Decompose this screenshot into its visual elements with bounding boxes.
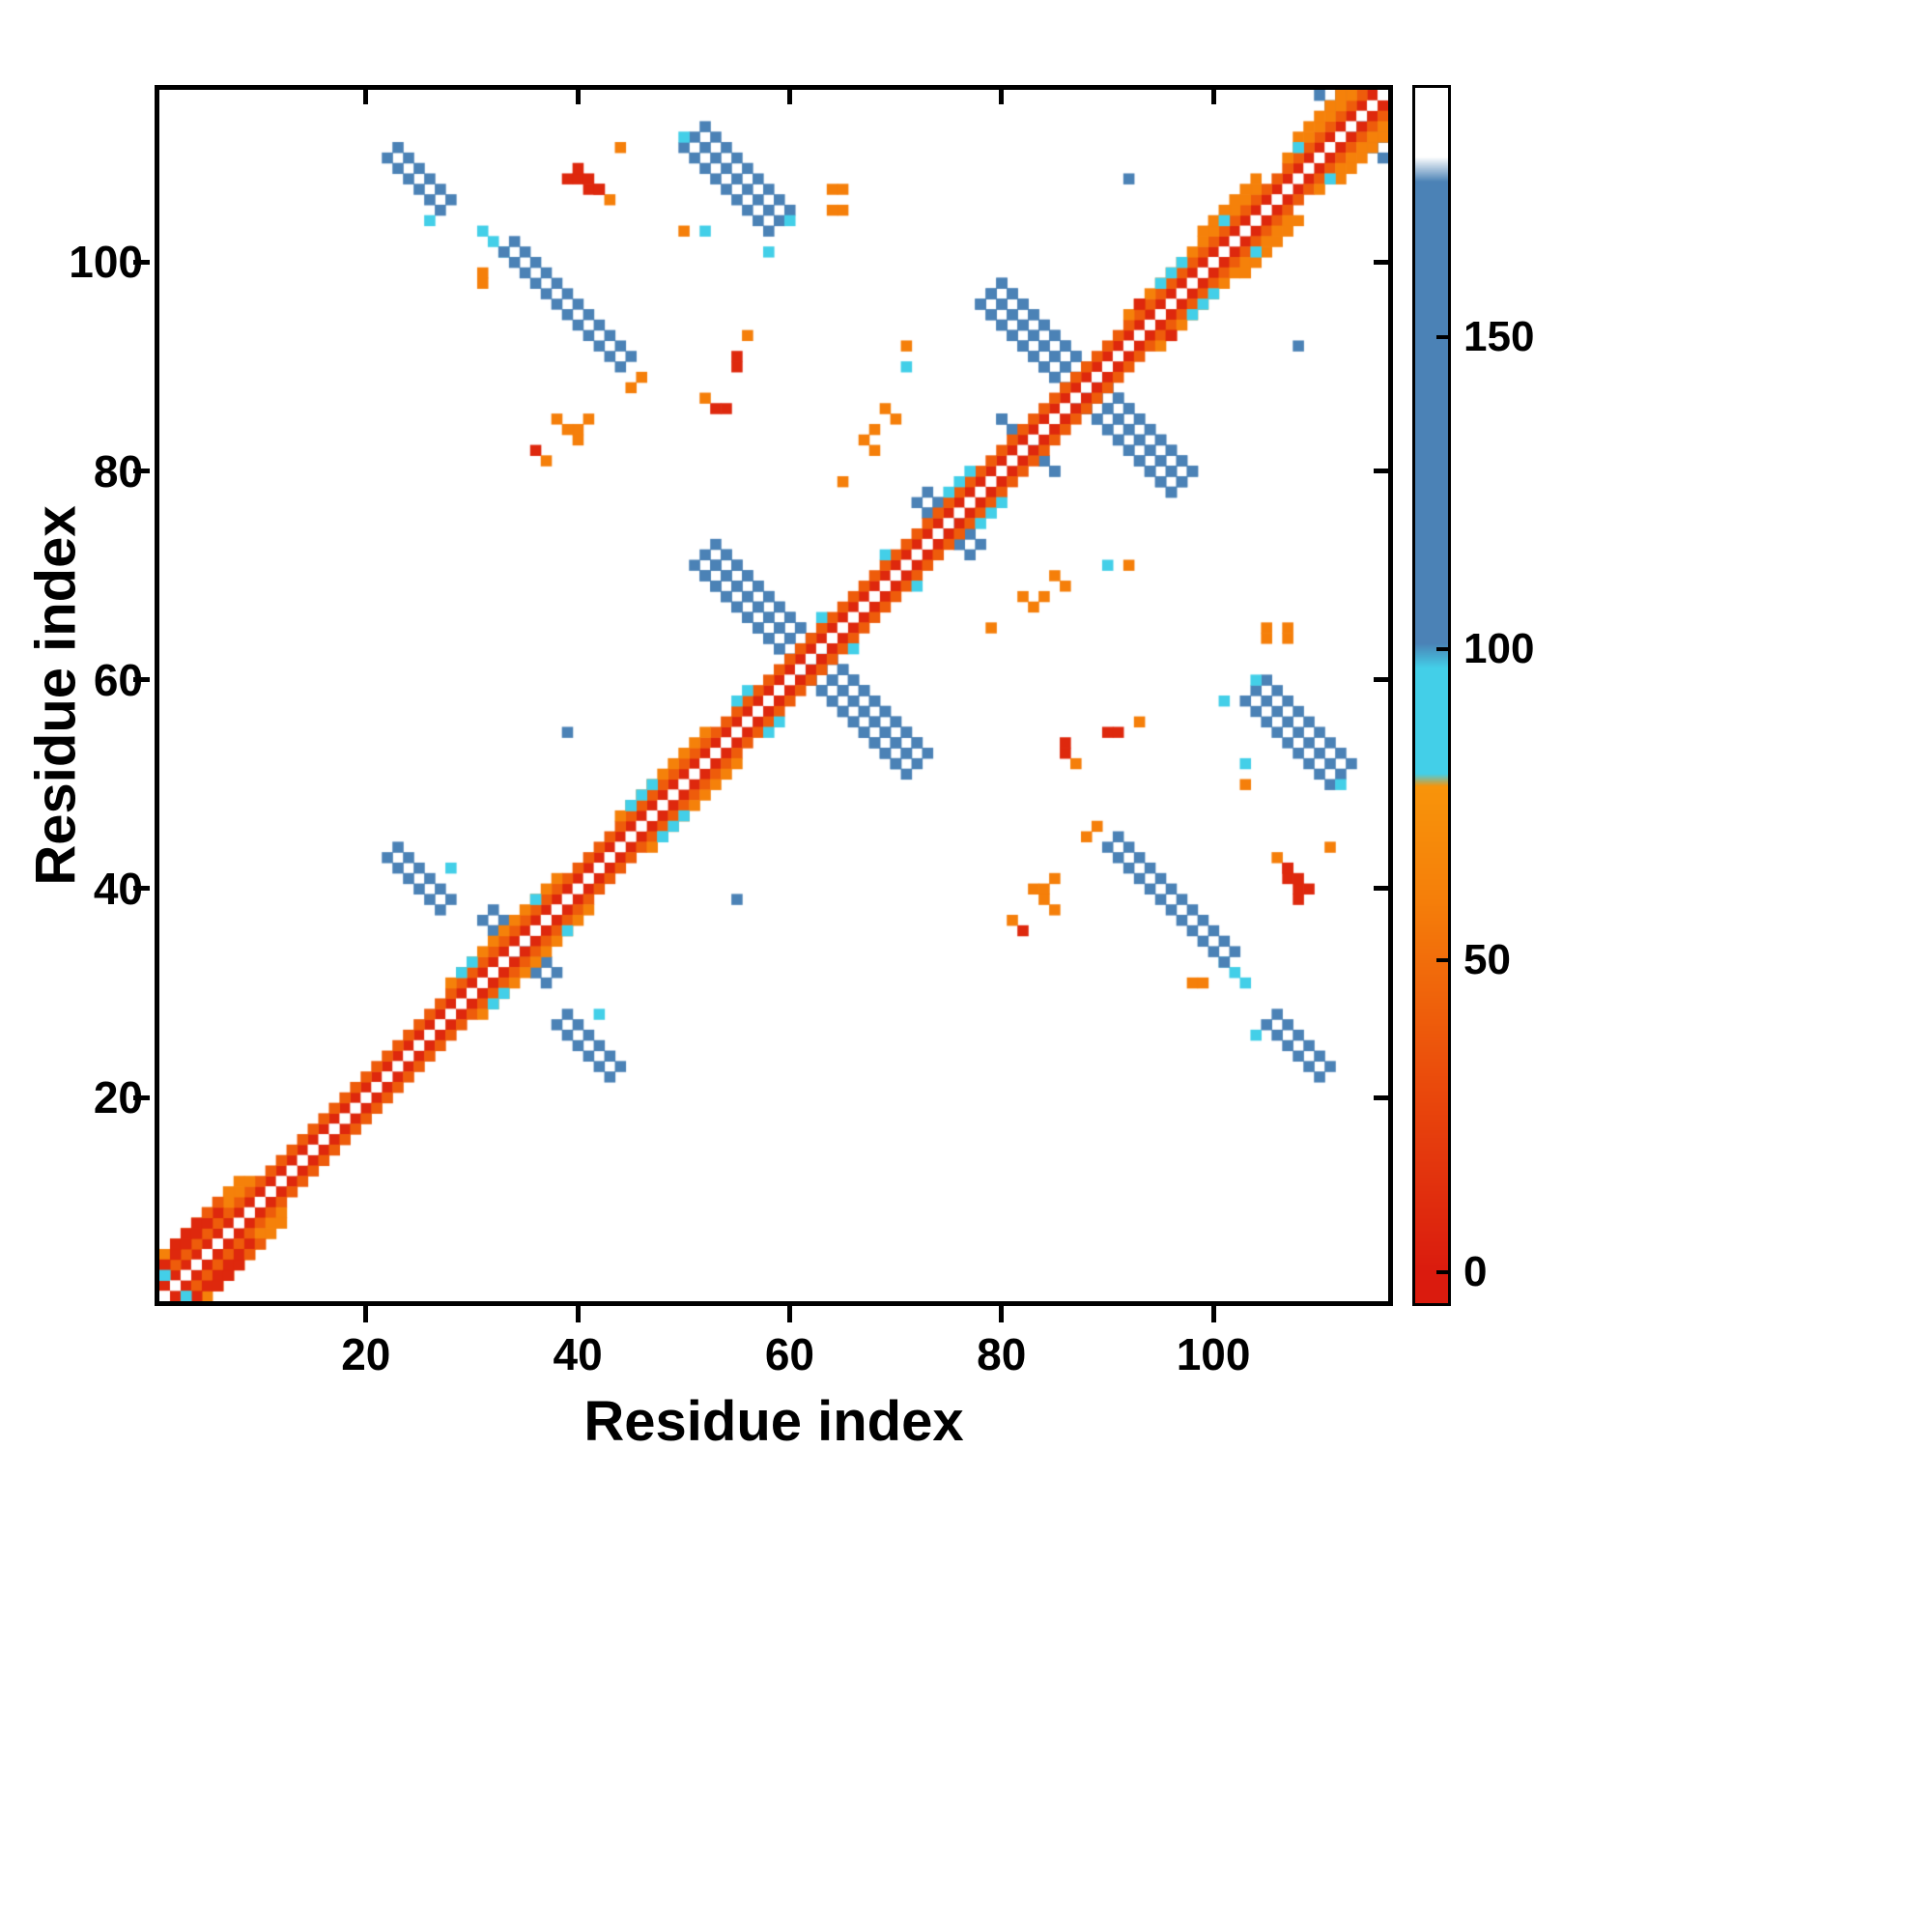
y-tick — [133, 469, 150, 474]
y-tick-label: 20 — [93, 1072, 143, 1123]
x-tick-label: 40 — [553, 1329, 603, 1379]
y-tick-label: 80 — [93, 445, 143, 497]
x-tick-label: 20 — [341, 1329, 391, 1379]
x-tick-label: 100 — [1176, 1329, 1251, 1379]
x-tick-top — [1210, 90, 1216, 104]
x-tick — [363, 1306, 369, 1322]
colorbar-tick — [1436, 1269, 1451, 1274]
x-axis-label: Residue index — [583, 1390, 964, 1453]
colorbar-tick — [1436, 958, 1451, 963]
x-tick-top — [363, 90, 369, 104]
y-tick — [133, 1094, 150, 1100]
y-tick-right — [1374, 469, 1388, 474]
y-tick-label: 60 — [93, 654, 143, 705]
y-tick-right — [1374, 1094, 1388, 1100]
x-tick-top — [999, 90, 1005, 104]
x-tick — [786, 1306, 792, 1322]
x-tick-label: 60 — [764, 1329, 815, 1379]
x-tick-top — [575, 90, 581, 104]
colorbar-tick — [1436, 335, 1451, 340]
colorbar-tick — [1436, 646, 1451, 651]
y-tick — [133, 886, 150, 892]
y-tick-label: 40 — [93, 863, 143, 914]
x-tick — [575, 1306, 581, 1322]
colorbar-tick-label: 100 — [1463, 624, 1535, 672]
y-tick-right — [1374, 677, 1388, 683]
x-tick — [1210, 1306, 1216, 1322]
x-tick-label: 80 — [977, 1329, 1027, 1379]
y-tick-label: 100 — [69, 237, 143, 288]
heatmap-canvas — [159, 90, 1388, 1301]
y-tick — [133, 677, 150, 683]
colorbar-tick-label: 150 — [1463, 313, 1535, 361]
x-tick — [999, 1306, 1005, 1322]
y-tick — [133, 259, 150, 265]
colorbar-tick-label: 0 — [1463, 1247, 1488, 1295]
y-tick-right — [1374, 886, 1388, 892]
y-tick-right — [1374, 259, 1388, 265]
x-tick-top — [786, 90, 792, 104]
colorbar-tick-label: 50 — [1463, 936, 1511, 984]
colorbar-canvas — [1415, 88, 1448, 1303]
